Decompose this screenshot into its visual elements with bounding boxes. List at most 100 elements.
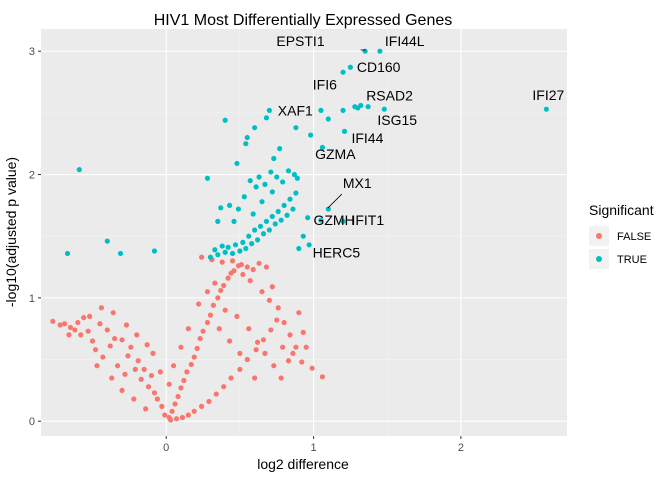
data-point-false [197,335,203,342]
gene-label-ifi44l: IFI44L [385,33,425,49]
data-point-false [181,377,187,384]
data-point-false [268,327,274,333]
data-point-false [207,312,214,318]
data-point-false [138,376,144,382]
data-point-false [247,278,253,284]
data-point-true [104,238,110,244]
data-point-false [226,338,233,344]
data-point-false [303,344,309,350]
data-point-true [246,233,252,239]
data-point-false [172,401,178,407]
data-point-true [347,64,354,70]
data-point-false [178,344,184,350]
gene-label-herc5: HERC5 [313,245,361,261]
data-point-true [272,221,278,227]
data-point-false [123,322,130,328]
x-axis-label: log2 difference [257,456,349,472]
data-point-true [543,106,549,112]
data-point-false [57,322,63,328]
data-point-true [325,116,331,122]
data-point-true [271,155,277,162]
data-point-true [340,218,346,224]
data-point-true [377,48,383,54]
data-point-false [274,317,280,323]
gene-label-ifit1: IFIT1 [351,212,384,228]
data-point-true [241,194,247,200]
data-point-false [78,332,84,338]
data-point-false [237,366,243,372]
data-point-true [234,160,240,167]
data-point-false [278,375,284,381]
y-tick-label: 3 [29,46,35,58]
data-point-false [166,381,172,387]
data-point-true [340,69,346,75]
data-point-true [355,105,361,111]
data-point-true [231,218,237,224]
data-point-true [237,248,243,254]
data-point-false [296,310,302,316]
data-point-true [252,125,258,131]
label-leader-line [327,193,343,209]
data-point-true [117,250,124,257]
data-point-true [281,202,287,208]
data-point-false [125,353,131,359]
data-point-false [128,344,134,350]
data-point-false [122,371,128,377]
data-point-true [247,178,253,184]
x-tick-label: 1 [311,442,317,454]
x-tick-label: 0 [163,442,169,454]
data-point-true [365,104,371,110]
data-point-false [162,412,168,418]
data-point-false [281,319,287,326]
data-point-false [141,366,147,372]
data-point-false [144,342,150,348]
data-point-false [300,329,306,335]
data-point-false [143,406,149,412]
data-point-true [340,107,346,113]
data-point-false [244,264,250,270]
data-point-true [263,115,270,121]
data-point-false [185,326,191,332]
data-point-true [266,107,272,113]
data-point-true [294,175,300,181]
data-point-false [134,332,140,338]
gene-label-xaf1: XAF1 [278,102,313,118]
data-point-true [305,215,311,221]
data-point-true [235,206,242,212]
data-point-true [218,205,224,211]
data-point-true [204,175,211,181]
data-point-true [253,184,259,190]
data-point-false [194,345,200,352]
data-point-true [319,144,326,150]
data-point-false [175,393,181,400]
data-point-false [110,310,116,316]
data-point-false [221,282,227,289]
data-point-false [213,391,219,397]
data-point-true [252,227,258,233]
data-point-false [244,356,250,363]
data-point-false [178,385,184,391]
data-point-false [287,332,293,338]
data-point-false [50,318,56,324]
data-point-true [260,231,267,237]
data-point-true [278,217,284,223]
data-point-false [75,319,81,326]
data-point-true [212,247,218,253]
data-point-false [259,289,265,295]
data-point-false [198,403,205,409]
data-point-true [226,202,233,208]
data-point-false [237,350,243,356]
data-point-false [61,321,68,327]
gene-label-ifi44: IFI44 [351,130,383,146]
data-point-true [257,223,264,229]
data-point-true [222,249,228,255]
data-point-false [280,344,286,350]
data-point-false [228,375,234,381]
data-point-false [112,335,118,342]
data-point-false [188,361,194,368]
data-point-false [119,387,125,393]
data-point-false [92,347,99,353]
data-point-false [191,408,197,414]
y-tick-label: 0 [29,416,35,428]
